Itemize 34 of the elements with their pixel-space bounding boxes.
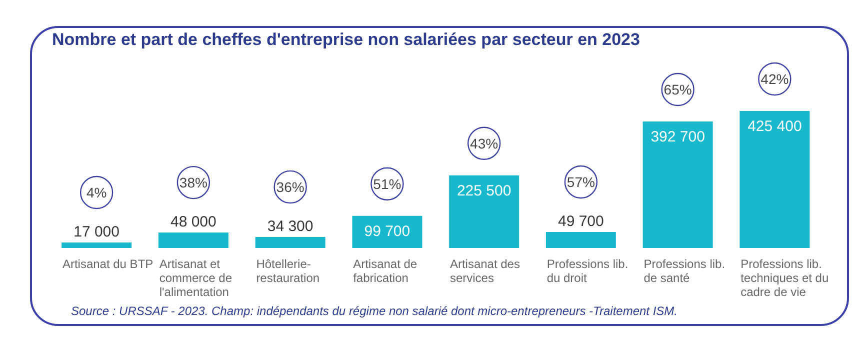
chart-title: Nombre et part de cheffes d'entreprise non salariées par secteur en 2023 [48, 30, 644, 50]
data-label: 225 500 [456, 182, 512, 200]
x-tick-label: Professions lib. de santé [644, 257, 726, 285]
bar [158, 232, 228, 248]
x-tick-label: Artisanat et commerce de l'alimentation [159, 257, 232, 299]
bar [642, 122, 713, 248]
x-tick-label: Professions lib. du droit [546, 257, 628, 285]
annotation: 38% [179, 174, 208, 191]
source-note: Source : URSSAF - 2023. Champ: indépendants du régime non salarié dont micro-entrepreneurs -Traitement ISM. [68, 304, 681, 318]
bar [62, 242, 132, 248]
x-tick-label: Artisanat des services [450, 257, 520, 285]
data-label: 34 300 [267, 218, 314, 235]
data-label: 392 700 [650, 128, 705, 146]
bar [740, 111, 810, 248]
data-label: 17 000 [74, 224, 120, 241]
annotation: 4% [86, 184, 107, 201]
annotation: 51% [373, 176, 402, 192]
text: 65% [664, 82, 692, 98]
data-label: 99 700 [364, 222, 410, 240]
annotation: 57% [566, 174, 595, 190]
x-tick-label: Artisanat du BTP [62, 257, 154, 271]
bar [255, 236, 326, 248]
bar [352, 216, 422, 248]
bar [546, 232, 616, 248]
data-label: 48 000 [170, 214, 216, 231]
x-tick-label: Hôtellerie-restauration [256, 257, 320, 285]
text: 42% [760, 71, 789, 87]
data-label: 49 700 [558, 212, 604, 230]
annotation: 43% [470, 135, 498, 152]
x-tick-label: Professions lib. techniques et du cadre de vie [740, 257, 829, 299]
bar [449, 175, 520, 248]
annotation: 36% [276, 178, 304, 195]
data-label: 425 400 [748, 118, 802, 135]
x-tick-label: Artisanat de fabrication [353, 257, 418, 285]
